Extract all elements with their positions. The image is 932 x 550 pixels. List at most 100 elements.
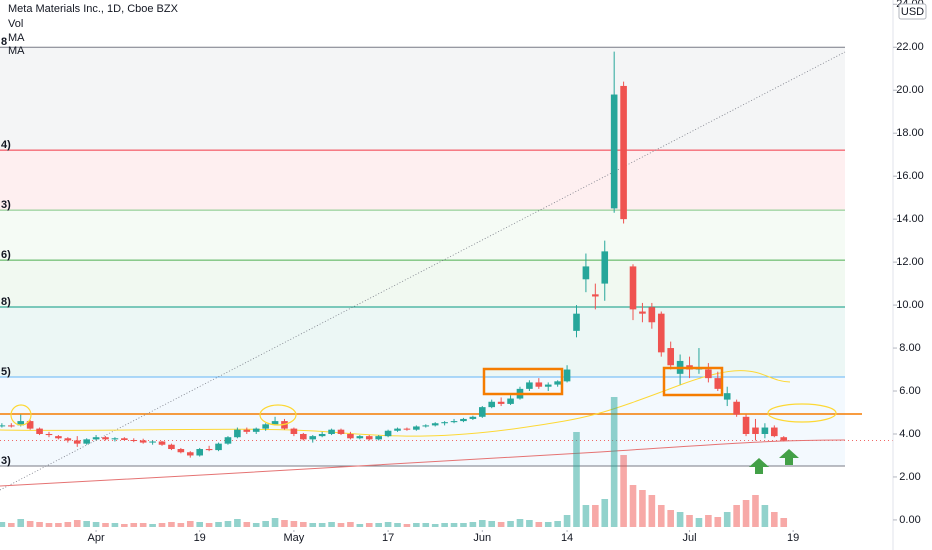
candle-body (149, 441, 156, 443)
volume-bar (17, 519, 25, 527)
currency[interactable]: USD (901, 6, 924, 18)
volume-bar (375, 523, 382, 527)
candles (0, 51, 788, 458)
candle-body (64, 438, 72, 441)
candle-body (356, 436, 364, 439)
volume-bar (36, 522, 43, 527)
candle-body (761, 427, 769, 434)
currency-box[interactable] (898, 3, 927, 20)
volume-bar (262, 521, 269, 527)
volume-bar (488, 521, 496, 527)
volume-bar (507, 521, 514, 527)
candle-body (723, 393, 731, 400)
volume-bar (742, 500, 750, 527)
volume-bar (469, 522, 477, 527)
candle-body (705, 369, 712, 379)
candle-body (186, 452, 194, 456)
candle-body (111, 438, 119, 440)
volume-bar (714, 517, 722, 527)
x-tick-label: 19 (787, 532, 799, 544)
candle-body (431, 423, 439, 426)
volume-bar (215, 522, 222, 527)
arrow-up (779, 449, 799, 465)
volume-bar (478, 520, 486, 527)
candle-body (469, 416, 477, 419)
volume-bar (723, 512, 731, 527)
x-tick-label: May (284, 532, 305, 544)
candle-body (309, 436, 317, 440)
candle-body (224, 437, 232, 444)
candle-body (83, 439, 90, 444)
volume-bar (365, 523, 373, 527)
volume-bar (121, 524, 128, 527)
candle-body (601, 251, 609, 284)
y-tick-label: 0.00 (899, 514, 920, 526)
candle-body (121, 438, 128, 440)
volume-bar (234, 519, 241, 527)
volume-bar (73, 520, 81, 527)
candle-body (234, 429, 241, 438)
y-tick-label: 6.00 (899, 385, 920, 397)
candle-body (252, 428, 260, 432)
candle-body (205, 449, 213, 451)
candle-body (460, 418, 467, 422)
ma-line (0, 370, 791, 437)
x-tick-label: Jun (473, 532, 491, 544)
candle-body (714, 378, 722, 389)
y-tick-label: 10.00 (896, 299, 924, 311)
candle-body (507, 398, 514, 404)
candle-body (177, 449, 185, 453)
volume-bar (676, 512, 684, 527)
volume-bar (629, 485, 637, 527)
volume-bar (224, 521, 232, 527)
candle-body (347, 433, 354, 439)
candle-body (271, 421, 279, 425)
fib-label: 3) (1, 455, 11, 467)
volume-bar (686, 515, 693, 527)
volume-bar (83, 521, 90, 527)
fib-label: 8) (1, 296, 11, 308)
highlight-ellipse (259, 404, 297, 426)
volume-bar (620, 455, 627, 527)
candle-body (36, 428, 43, 434)
fib-label: 3) (1, 199, 11, 211)
candle-body (780, 437, 788, 441)
volume-bar (64, 522, 72, 527)
volume-bar (356, 524, 364, 527)
candle-body (92, 437, 100, 440)
candle-body (394, 428, 401, 431)
y-tick-label: 2.00 (899, 471, 920, 483)
candle-body (55, 436, 62, 439)
y-tick-label: 8.00 (899, 342, 920, 354)
volume-bar (526, 520, 533, 527)
candle-body (139, 440, 147, 443)
volume-bar (196, 522, 204, 527)
x-tick-label: 19 (194, 532, 206, 544)
candle-body (73, 440, 81, 444)
volume-bar (752, 495, 759, 527)
candle-body (290, 428, 298, 434)
candle-body (639, 311, 646, 314)
indicator-label: MA (8, 45, 25, 57)
candle-body (243, 429, 251, 432)
candle-body (328, 429, 335, 434)
ma-line (0, 439, 846, 487)
volume-bar (544, 522, 552, 527)
volume-bar (761, 505, 769, 527)
fib-band (0, 307, 845, 378)
volume-bar (26, 521, 34, 527)
indicator-label: Vol (8, 18, 23, 30)
candle-body (318, 433, 326, 437)
fib-band (0, 377, 845, 466)
fib-label: 8 (1, 36, 7, 48)
volume-bar (554, 521, 561, 527)
volume-bar (8, 523, 15, 527)
volume-bar (347, 522, 354, 527)
candle-body (422, 425, 430, 427)
candle-body (667, 348, 674, 366)
x-tick-label: 17 (382, 532, 394, 544)
candle-body (17, 421, 25, 426)
candle-body (657, 313, 665, 353)
candle-body (450, 421, 458, 423)
volume-bar (252, 523, 260, 527)
